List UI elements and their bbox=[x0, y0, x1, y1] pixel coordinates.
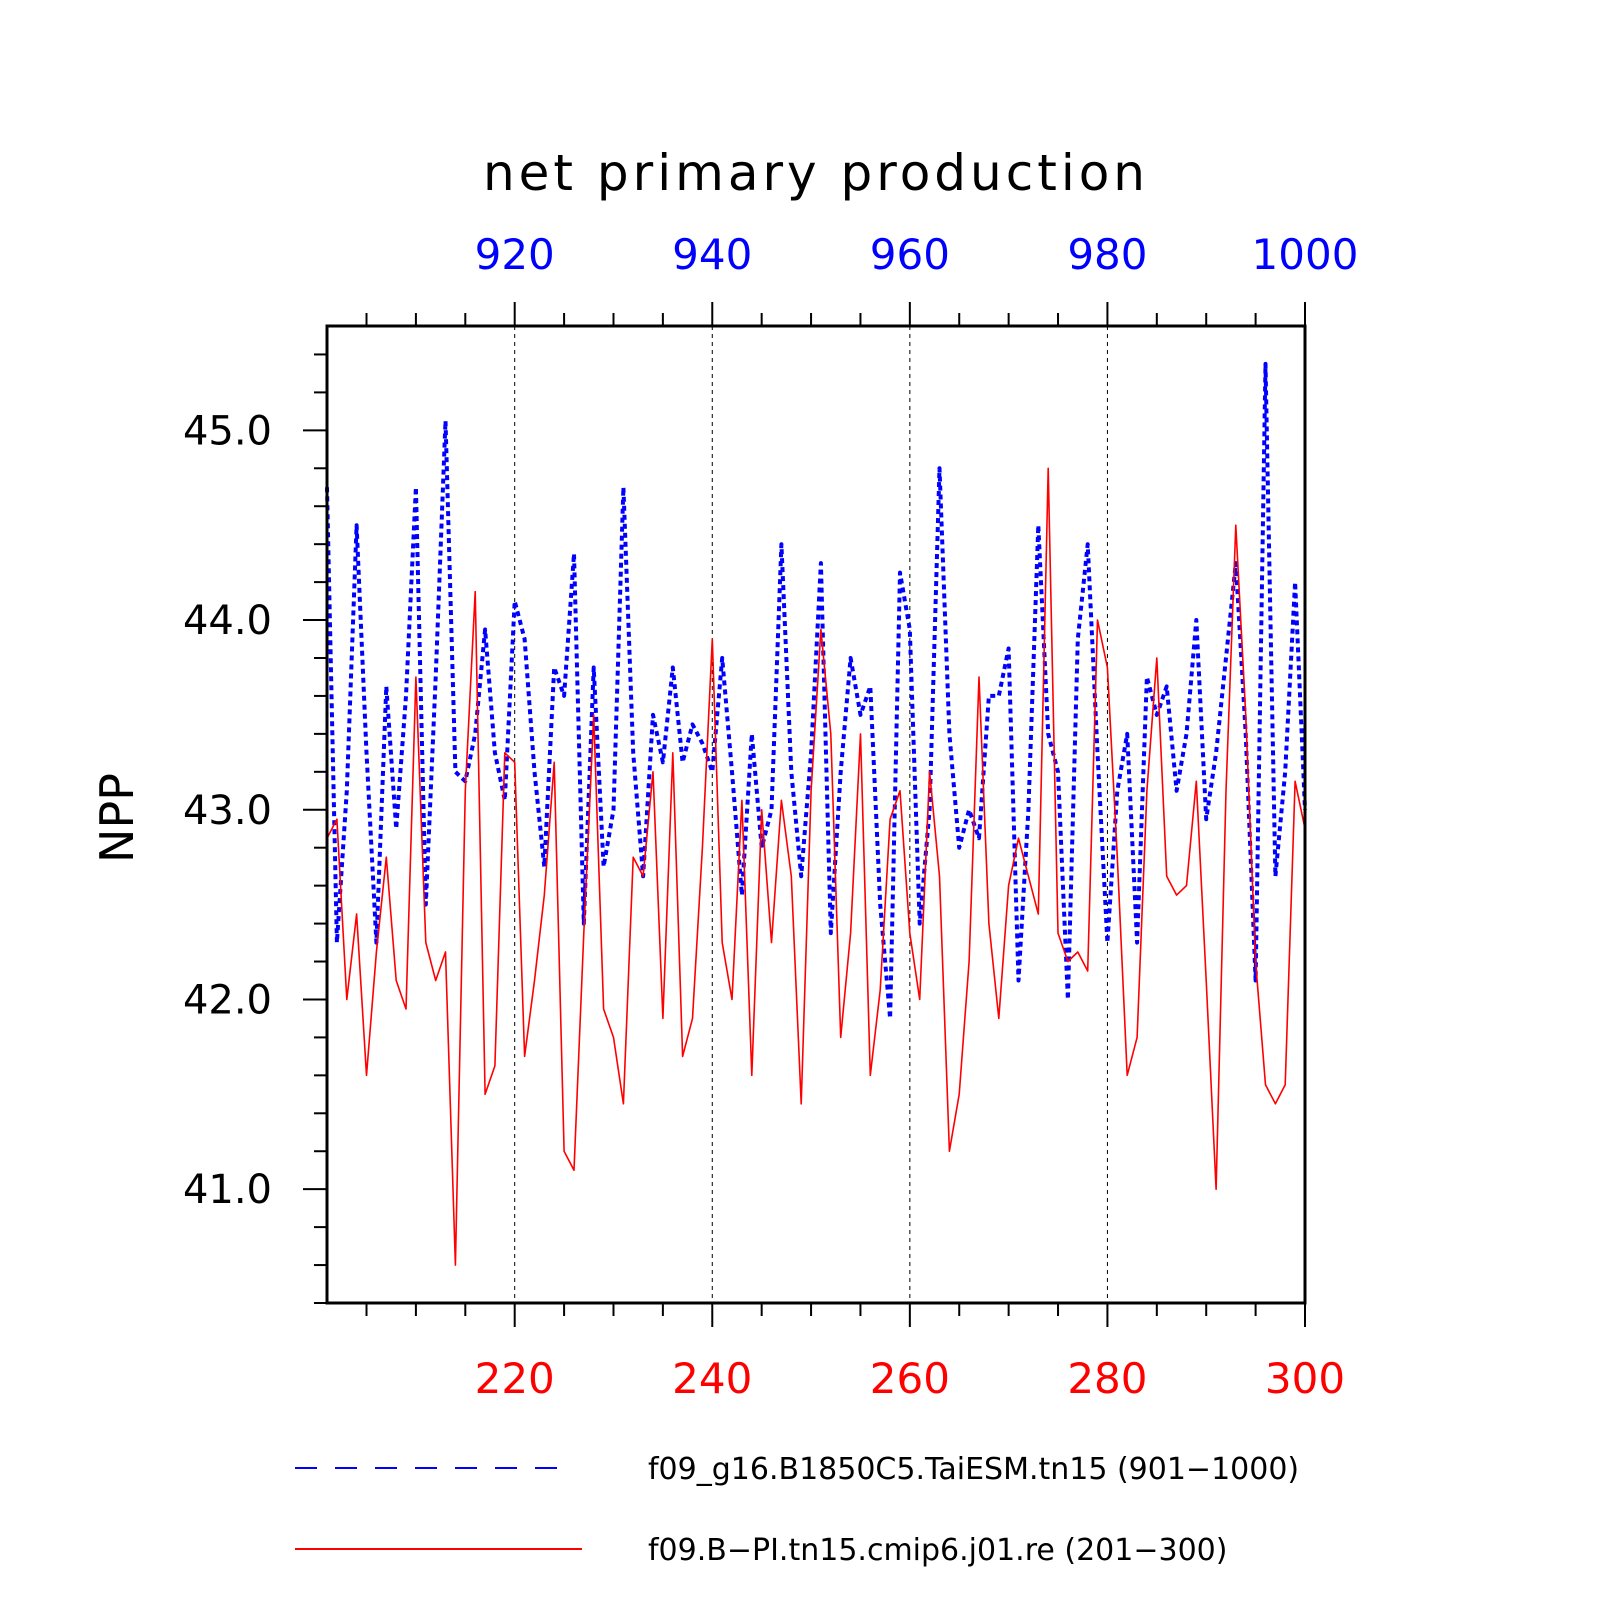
x-bottom-tick-label: 280 bbox=[1067, 1354, 1147, 1403]
x-bottom-tick-label: 240 bbox=[672, 1354, 752, 1403]
x-bottom-tick-label: 260 bbox=[870, 1354, 950, 1403]
y-tick-label: 42.0 bbox=[183, 977, 272, 1023]
legend-label-blue: f09_g16.B1850C5.TaiESM.tn15 (901−1000) bbox=[648, 1452, 1299, 1487]
y-axis-label: NPP bbox=[90, 773, 144, 863]
x-bottom-tick-label: 300 bbox=[1265, 1354, 1345, 1403]
x-bottom-tick-label: 220 bbox=[475, 1354, 555, 1403]
legend: f09_g16.B1850C5.TaiESM.tn15 (901−1000) f… bbox=[295, 1452, 1299, 1568]
chart-title: net primary production bbox=[483, 144, 1149, 202]
y-tick-label: 41.0 bbox=[183, 1167, 272, 1213]
series-line-blue bbox=[325, 361, 1307, 1021]
x-top-tick-label: 980 bbox=[1067, 230, 1147, 279]
series-line-red bbox=[326, 467, 1306, 1266]
x-axis-bottom: 220 240 260 280 300 bbox=[365, 1303, 1345, 1403]
x-top-tick-label: 960 bbox=[870, 230, 950, 279]
x-axis-top: 920 940 960 980 1000 bbox=[365, 230, 1359, 326]
series-group bbox=[325, 361, 1307, 1266]
x-top-tick-label: 920 bbox=[475, 230, 555, 279]
y-tick-label: 45.0 bbox=[183, 408, 272, 454]
legend-label-red: f09.B−PI.tn15.cmip6.j01.re (201−300) bbox=[648, 1533, 1227, 1568]
grid-lines bbox=[514, 326, 1108, 1303]
x-top-tick-label: 940 bbox=[672, 230, 752, 279]
y-tick-label: 43.0 bbox=[183, 788, 272, 834]
plot-frame bbox=[325, 324, 1307, 1305]
y-tick-label: 44.0 bbox=[183, 598, 272, 644]
x-top-tick-label: 1000 bbox=[1252, 230, 1359, 279]
y-axis: 41.0 42.0 43.0 44.0 45.0 bbox=[183, 353, 327, 1304]
